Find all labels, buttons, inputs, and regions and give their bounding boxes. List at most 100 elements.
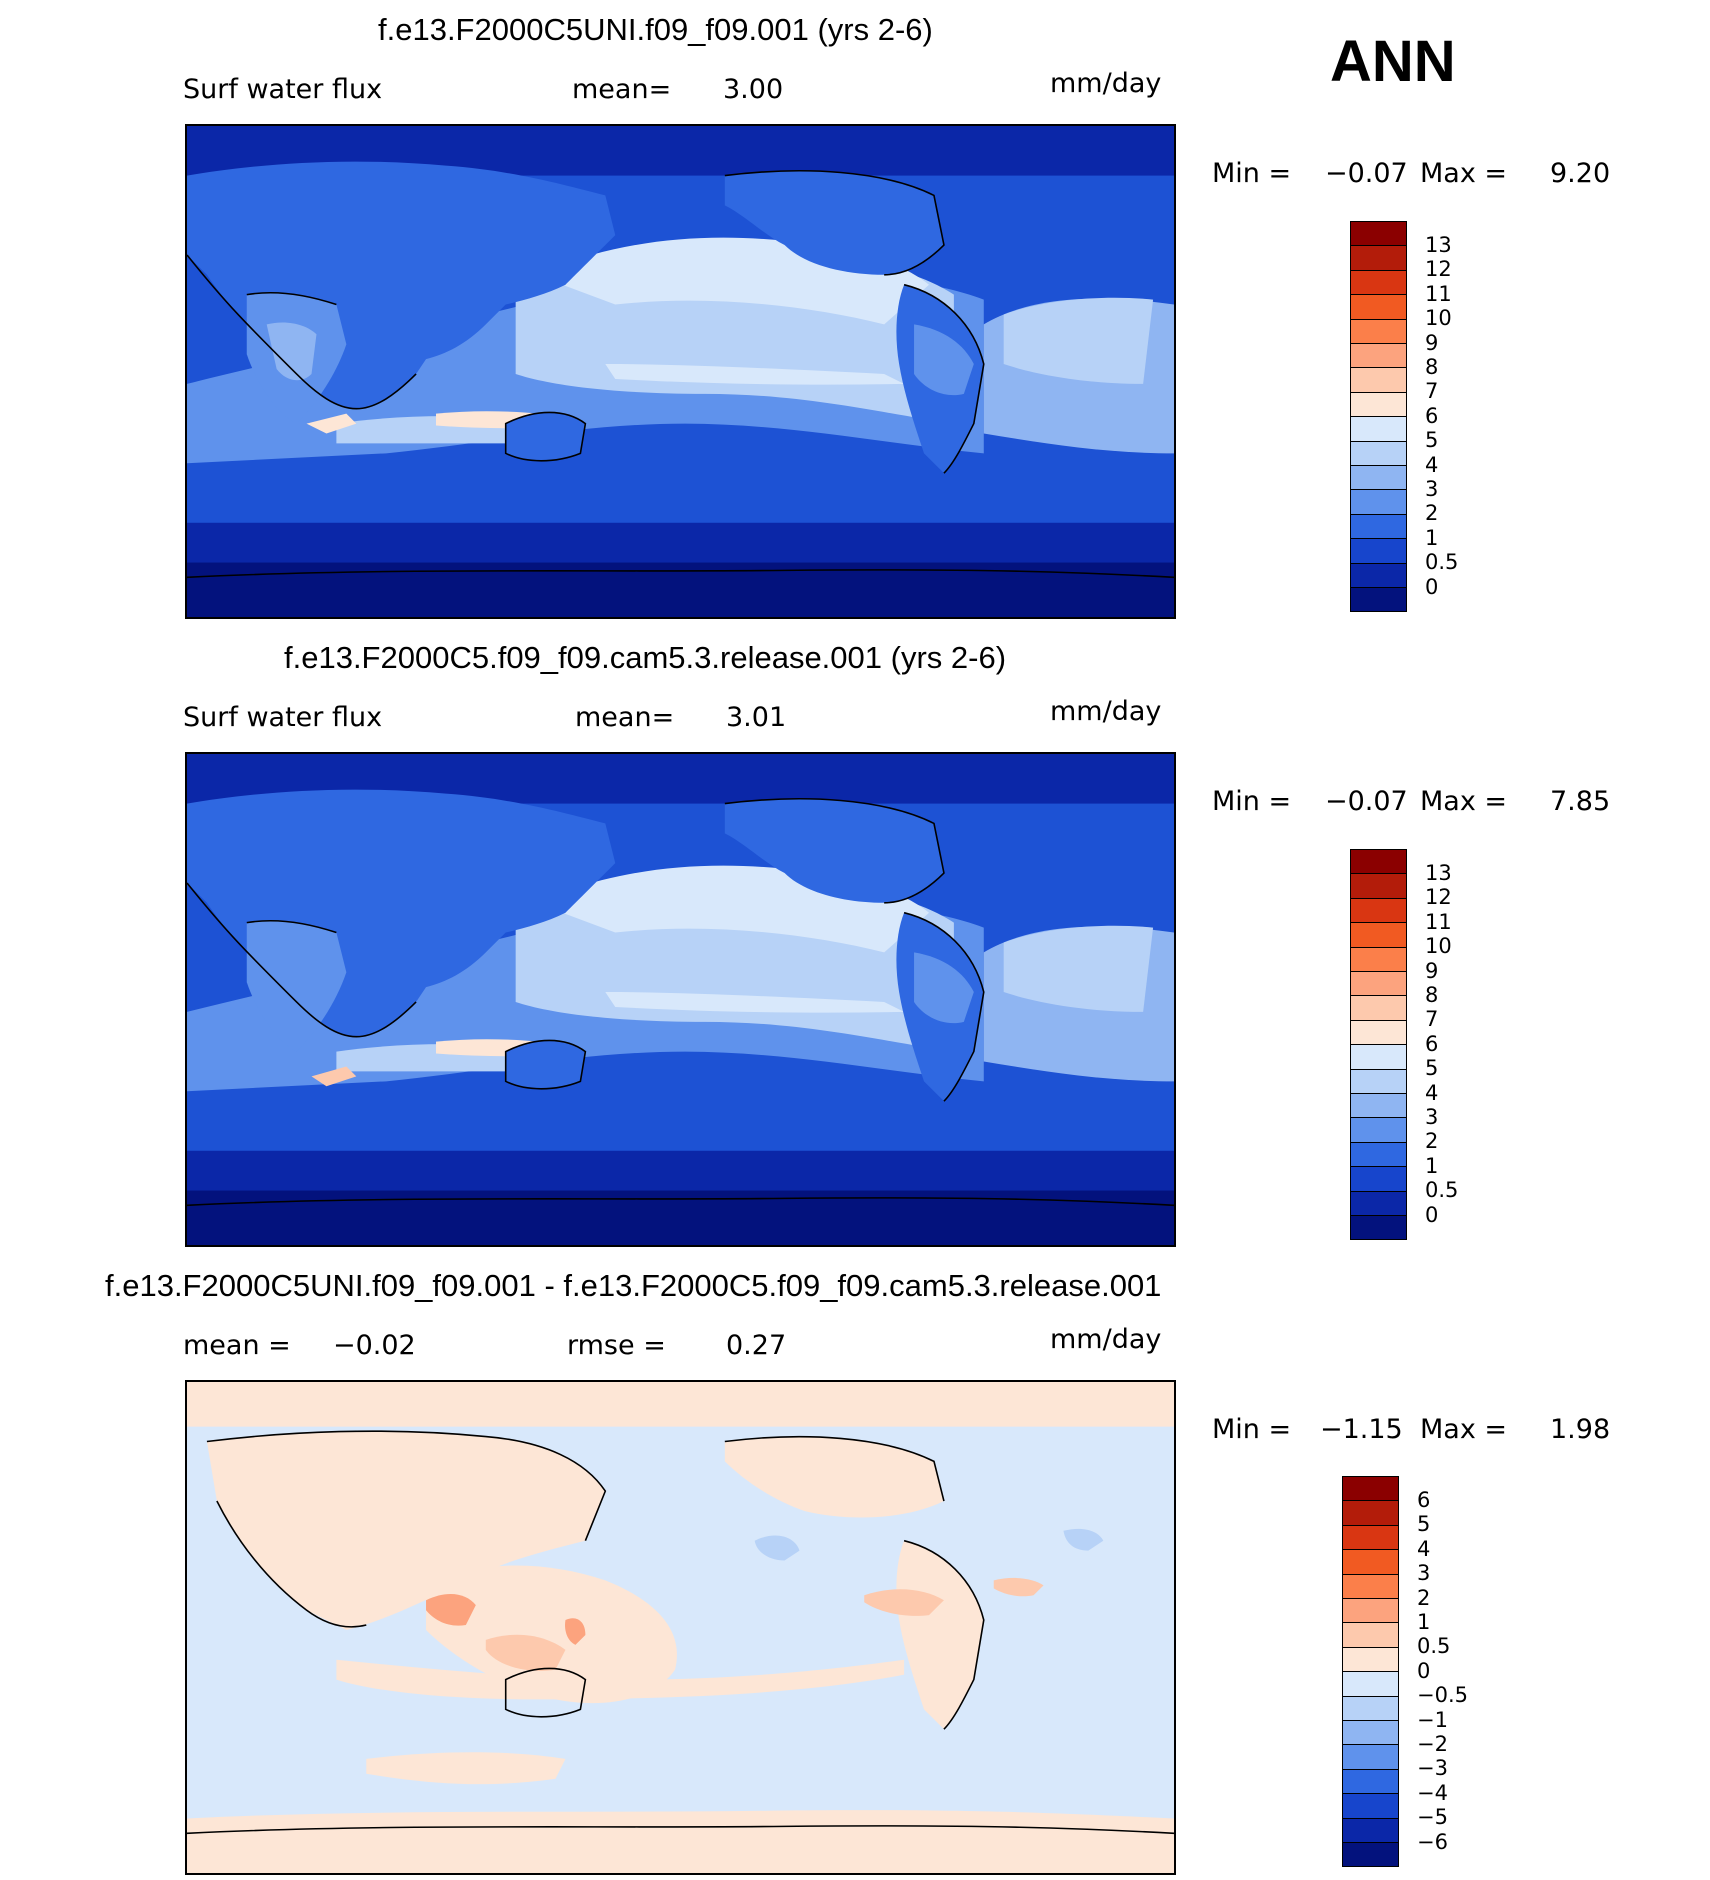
colorbar-label: 13	[1425, 860, 1452, 885]
colorbar-label: 4	[1425, 452, 1439, 477]
panel-2-mean-value: 3.01	[726, 702, 787, 733]
panel-3-max-value: 1.98	[1550, 1414, 1611, 1445]
colorbar-label: 2	[1425, 501, 1439, 526]
colorbar-swatch	[1350, 1215, 1407, 1241]
panel-1-map	[185, 124, 1176, 619]
colorbar-label: 2	[1417, 1585, 1431, 1610]
colorbar-label: 12	[1425, 885, 1452, 910]
panel-3-rmse-value: 0.27	[726, 1330, 787, 1361]
panel-2-min-value: −0.07	[1325, 786, 1408, 817]
colorbar-label: 6	[1417, 1487, 1431, 1512]
panel-2-max-label: Max =	[1420, 786, 1508, 817]
colorbar-swatch	[1342, 1671, 1399, 1697]
panel-3-rmse-label: rmse =	[567, 1330, 666, 1361]
panel-3-min-value: −1.15	[1320, 1414, 1403, 1445]
colorbar-swatch	[1342, 1768, 1399, 1795]
colorbar-swatch	[1350, 1093, 1407, 1119]
colorbar-swatch	[1350, 1019, 1407, 1046]
colorbar-label: −6	[1417, 1829, 1448, 1854]
colorbar-swatch	[1342, 1842, 1399, 1868]
panel-1-units: mm/day	[1050, 68, 1162, 99]
colorbar-swatch	[1350, 1044, 1407, 1070]
colorbar-label: 5	[1425, 1056, 1439, 1081]
season-label: ANN	[1330, 29, 1456, 94]
colorbar-swatch	[1350, 367, 1407, 393]
colorbar-label: 0	[1425, 574, 1439, 599]
colorbar-label: 0	[1417, 1658, 1431, 1683]
panel-3-mean-value: −0.02	[333, 1330, 416, 1361]
colorbar-label: 6	[1425, 403, 1439, 428]
colorbar-label: 0.5	[1417, 1634, 1451, 1659]
colorbar-label: 10	[1425, 934, 1452, 959]
colorbar-swatch	[1350, 513, 1407, 540]
colorbar-swatch	[1350, 873, 1407, 899]
panel-1-min-label: Min =	[1212, 158, 1292, 189]
colorbar-label: 8	[1425, 354, 1439, 379]
colorbar-swatch	[1350, 245, 1407, 271]
panel-1-mean-label: mean=	[572, 74, 672, 105]
colorbar-label: 1	[1425, 525, 1439, 550]
panel-2-map-canvas	[187, 754, 1174, 1245]
colorbar-swatch	[1350, 1166, 1407, 1192]
colorbar-swatch	[1342, 1817, 1399, 1843]
colorbar-label: 5	[1417, 1512, 1431, 1537]
colorbar-label: 10	[1425, 306, 1452, 331]
panel-2-map	[185, 752, 1176, 1247]
colorbar-swatch	[1342, 1646, 1399, 1673]
colorbar-swatch	[1350, 897, 1407, 924]
panel-1-map-canvas	[187, 126, 1174, 617]
panel-1-min-value: −0.07	[1325, 158, 1408, 189]
colorbar-swatch	[1350, 538, 1407, 564]
colorbar-swatch	[1350, 1190, 1407, 1216]
panel-1-variable-label: Surf water flux	[183, 74, 383, 105]
panel-3-map-canvas	[187, 1382, 1174, 1873]
panel-2-mean-label: mean=	[575, 702, 675, 733]
colorbar-label: −4	[1417, 1780, 1448, 1805]
colorbar-swatch	[1350, 294, 1407, 320]
colorbar-label: 0.5	[1425, 1178, 1459, 1203]
colorbar-swatch	[1350, 1068, 1407, 1094]
colorbar-swatch	[1350, 587, 1407, 613]
colorbar-swatch	[1350, 343, 1407, 369]
colorbar-label: 3	[1417, 1561, 1431, 1586]
colorbar-label: 9	[1425, 330, 1439, 355]
colorbar-swatch	[1342, 1793, 1399, 1819]
colorbar-swatch	[1350, 1141, 1407, 1168]
panel-3-units: mm/day	[1050, 1324, 1162, 1355]
panel-2-min-label: Min =	[1212, 786, 1292, 817]
colorbar-label: −3	[1417, 1756, 1448, 1781]
colorbar-label: 6	[1425, 1031, 1439, 1056]
colorbar-label: 2	[1425, 1129, 1439, 1154]
colorbar-swatch	[1342, 1500, 1399, 1526]
panel-2-max-value: 7.85	[1550, 786, 1611, 817]
colorbar-swatch	[1350, 221, 1407, 247]
colorbar-swatch	[1342, 1720, 1399, 1746]
colorbar-swatch	[1342, 1695, 1399, 1721]
colorbar-label: 3	[1425, 476, 1439, 501]
colorbar-swatch	[1350, 562, 1407, 588]
colorbar-swatch	[1350, 1117, 1407, 1143]
panel-2-units: mm/day	[1050, 696, 1162, 727]
colorbar-swatch	[1350, 440, 1407, 466]
colorbar-label: −5	[1417, 1805, 1448, 1830]
panel-1-max-value: 9.20	[1550, 158, 1611, 189]
colorbar-label: 11	[1425, 281, 1452, 306]
colorbar-label: −0.5	[1417, 1683, 1468, 1708]
colorbar-swatch	[1342, 1524, 1399, 1551]
colorbar-label: 0.5	[1425, 550, 1459, 575]
panel-1-max-label: Max =	[1420, 158, 1508, 189]
panel-3-title: f.e13.F2000C5UNI.f09_f09.001 - f.e13.F20…	[105, 1268, 1162, 1303]
colorbar-swatch	[1350, 391, 1407, 418]
panel-2-title: f.e13.F2000C5.f09_f09.cam5.3.release.001…	[284, 640, 1007, 675]
colorbar-label: −2	[1417, 1731, 1448, 1756]
colorbar-swatch	[1350, 318, 1407, 344]
colorbar-swatch	[1342, 1573, 1399, 1599]
colorbar-label: 1	[1417, 1609, 1431, 1634]
colorbar-swatch	[1350, 922, 1407, 948]
panel-3-min-label: Min =	[1212, 1414, 1292, 1445]
colorbar-swatch	[1350, 946, 1407, 972]
colorbar-label: 5	[1425, 428, 1439, 453]
colorbar-swatch	[1342, 1744, 1399, 1770]
colorbar-label: 1	[1425, 1153, 1439, 1178]
colorbar-label: 7	[1425, 379, 1439, 404]
